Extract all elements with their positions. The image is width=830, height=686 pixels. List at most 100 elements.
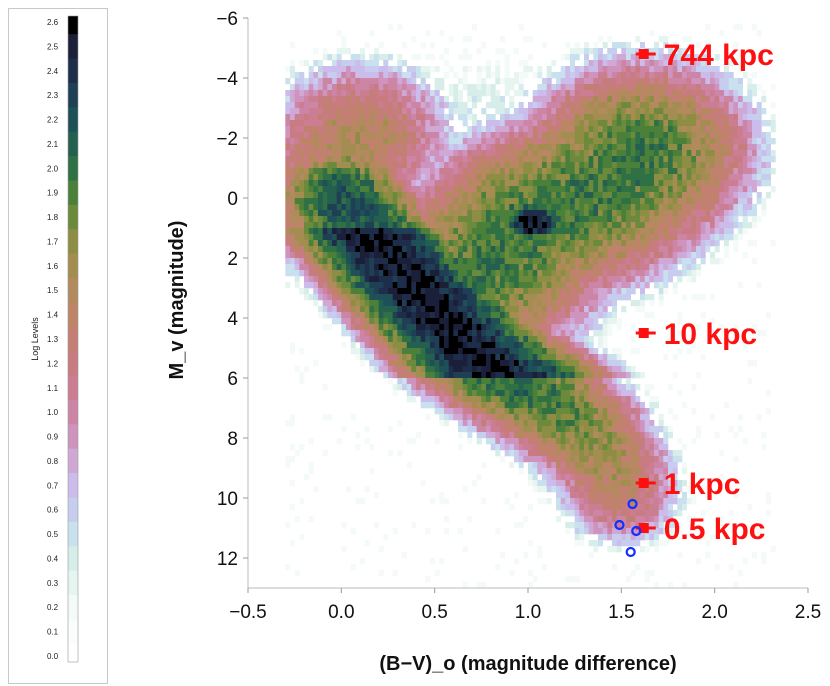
heatmap-cell <box>313 120 319 127</box>
heatmap-cell <box>360 108 365 115</box>
heatmap-cell <box>556 234 561 241</box>
colorbar-swatch <box>68 448 78 474</box>
heatmap-cell <box>425 102 431 109</box>
heatmap-cell <box>467 90 473 97</box>
heatmap-cell <box>537 414 543 421</box>
heatmap-cell <box>644 264 650 271</box>
heatmap-cell <box>402 156 407 163</box>
heatmap-cell <box>308 228 314 235</box>
heatmap-cell <box>411 282 417 289</box>
heatmap-cell <box>612 282 617 289</box>
heatmap-cell <box>626 252 631 259</box>
heatmap-cell <box>612 540 617 547</box>
heatmap-cell <box>523 204 529 211</box>
heatmap-cell <box>598 426 603 433</box>
heatmap-cell <box>602 102 608 109</box>
heatmap-cell <box>565 120 571 127</box>
heatmap-cell <box>644 102 650 109</box>
heatmap-cell <box>313 114 319 121</box>
heatmap-cell <box>598 120 603 127</box>
heatmap-cell <box>388 108 393 115</box>
heatmap-cell <box>584 234 589 241</box>
heatmap-cell <box>523 420 529 427</box>
heatmap-cell <box>304 156 309 163</box>
heatmap-cell <box>584 138 589 145</box>
heatmap-cell <box>294 228 300 235</box>
heatmap-cell <box>612 486 617 493</box>
heatmap-cell <box>621 420 627 427</box>
heatmap-cell <box>612 186 617 193</box>
heatmap-cell <box>528 54 533 61</box>
heatmap-cell <box>626 396 631 403</box>
heatmap-cell <box>579 348 585 355</box>
heatmap-cell <box>537 96 543 103</box>
heatmap-cell <box>588 294 594 301</box>
heatmap-cell <box>565 192 571 199</box>
heatmap-cell <box>635 102 641 109</box>
heatmap-cell <box>570 384 575 391</box>
heatmap-cell <box>528 234 533 241</box>
heatmap-cell <box>546 222 552 229</box>
heatmap-cell <box>411 366 417 373</box>
heatmap-cell <box>616 126 622 133</box>
heatmap-cell <box>612 138 617 145</box>
heatmap-cell <box>383 126 389 133</box>
heatmap-cell <box>453 402 459 409</box>
heatmap-cell <box>644 210 650 217</box>
heatmap-cell <box>350 336 356 343</box>
heatmap-cell <box>574 372 580 379</box>
heatmap-cell <box>598 180 603 187</box>
heatmap-cell <box>383 300 389 307</box>
heatmap-cell <box>570 60 575 67</box>
heatmap-cell <box>481 402 487 409</box>
heatmap-cell <box>523 60 529 67</box>
heatmap-cell <box>448 240 454 247</box>
heatmap-cell <box>360 228 365 235</box>
heatmap-cell <box>588 336 594 343</box>
heatmap-cell <box>467 438 473 445</box>
heatmap-cell <box>327 150 333 157</box>
heatmap-cell <box>378 228 384 235</box>
heatmap-cell <box>294 186 300 193</box>
heatmap-cell <box>360 318 365 325</box>
heatmap-cell <box>364 426 370 433</box>
heatmap-cell <box>481 360 487 367</box>
heatmap-cell <box>514 330 519 337</box>
heatmap-cell <box>439 396 445 403</box>
heatmap-cell <box>504 216 510 223</box>
heatmap-cell <box>616 432 622 439</box>
heatmap-cell <box>649 198 655 205</box>
heatmap-cell <box>313 60 319 67</box>
heatmap-cell <box>514 72 519 79</box>
heatmap-cell <box>616 420 622 427</box>
heatmap-cell <box>500 330 505 337</box>
heatmap-cell <box>411 192 417 199</box>
heatmap-cell <box>434 240 440 247</box>
heatmap-cell <box>579 228 585 235</box>
heatmap-cell <box>318 78 323 85</box>
heatmap-cell <box>500 240 505 247</box>
heatmap-cell <box>565 96 571 103</box>
heatmap-cell <box>551 216 557 223</box>
heatmap-cell <box>383 54 389 61</box>
heatmap-cell <box>481 330 487 337</box>
heatmap-cell <box>360 300 365 307</box>
heatmap-cell <box>490 252 496 259</box>
heatmap-cell <box>467 252 473 259</box>
heatmap-cell <box>383 150 389 157</box>
heatmap-cell <box>518 300 524 307</box>
heatmap-cell <box>500 366 505 373</box>
heatmap-cell <box>514 450 519 457</box>
heatmap-cell <box>290 186 295 193</box>
heatmap-cell <box>546 132 552 139</box>
heatmap-cell <box>420 180 426 187</box>
heatmap-cell <box>476 210 482 217</box>
heatmap-cell <box>486 390 491 397</box>
heatmap-cell <box>453 414 459 421</box>
heatmap-cell <box>388 168 393 175</box>
heatmap-cell <box>490 408 496 415</box>
heatmap-cell <box>518 132 524 139</box>
heatmap-cell <box>504 438 510 445</box>
heatmap-cell <box>448 324 454 331</box>
heatmap-cell <box>537 438 543 445</box>
